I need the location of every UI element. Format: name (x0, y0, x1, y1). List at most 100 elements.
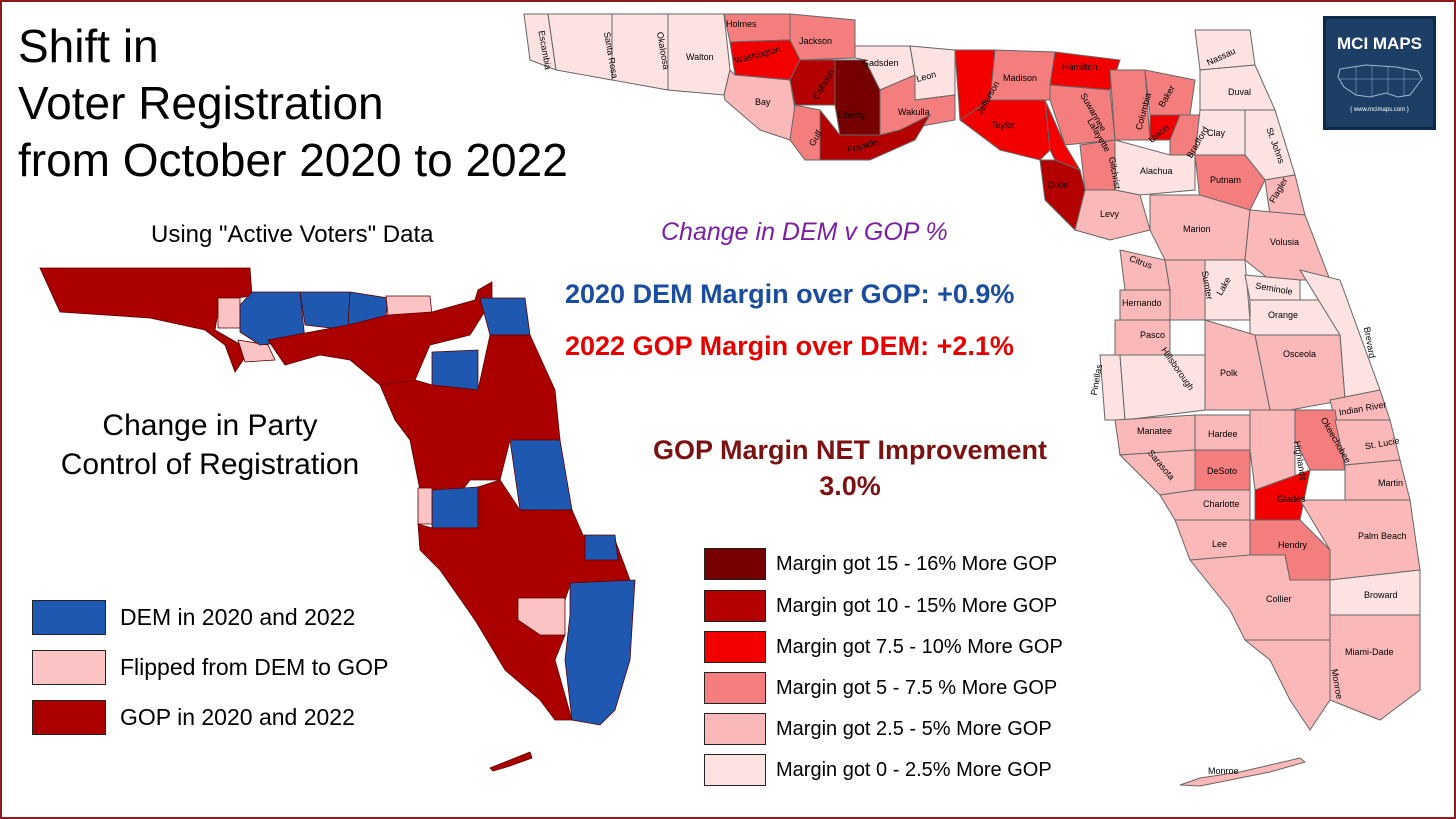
county-label: Charlotte (1203, 499, 1240, 509)
legend-swatch (704, 713, 766, 745)
county-label: Taylor (991, 120, 1015, 130)
county-label: Marion (1183, 224, 1211, 234)
net-improvement-value: 3.0% (819, 471, 881, 501)
small-map-title-line: Control of Registration (60, 448, 360, 481)
county-label: Hamilton (1062, 62, 1098, 72)
county-label: Hendry (1278, 540, 1308, 550)
county-suwannee (1049, 84, 1116, 146)
small-map-title-line: Change in Party (102, 409, 318, 442)
legend-label: GOP in 2020 and 2022 (120, 703, 355, 730)
county-label: Holmes (726, 19, 757, 29)
county-label: Alachua (1140, 166, 1173, 176)
title-line: Shift in (18, 20, 159, 72)
legend-swatch (704, 672, 766, 704)
county-label: Martin (1378, 478, 1403, 488)
shift-legend-item: Margin got 2.5 - 5% More GOP (704, 712, 1052, 746)
county-label: Osceola (1283, 349, 1316, 359)
shift-legend-item: Margin got 15 - 16% More GOP (704, 547, 1057, 581)
shift-legend-item: Margin got 5 - 7.5 % More GOP (704, 671, 1057, 705)
county-monroe (1243, 639, 1331, 731)
main-title: Shift in Voter Registration from October… (18, 18, 568, 189)
region-gop-keys (489, 751, 533, 772)
county-label: Jackson (799, 36, 832, 46)
gop-margin-2022: 2022 GOP Margin over DEM: +2.1% (565, 331, 1014, 361)
small-map-title: Change in Party Control of Registration (40, 406, 380, 484)
legend-label: Margin got 0 - 2.5% More GOP (776, 758, 1052, 781)
county-sumter (1164, 259, 1206, 321)
shift-legend-item: Margin got 0 - 2.5% More GOP (704, 753, 1052, 787)
county-label: Orange (1268, 310, 1298, 320)
county-label: Dixie (1048, 180, 1068, 190)
county-okeechobee (1294, 409, 1346, 471)
county-label: Putnam (1210, 175, 1241, 185)
region-panhandle-west (39, 267, 253, 373)
party-legend-item: GOP in 2020 and 2022 (32, 699, 355, 735)
county-label: Sumter (1200, 270, 1215, 300)
county-calhoun (789, 59, 836, 106)
legend-label: Flipped from DEM to GOP (120, 653, 389, 680)
county-monroe-keys (1179, 757, 1307, 787)
county-label: DeSoto (1207, 466, 1237, 476)
region-dem-st-lucie (584, 534, 619, 561)
legend-label: Margin got 2.5 - 5% More GOP (776, 717, 1052, 740)
subtitle: Using "Active Voters" Data (151, 221, 434, 248)
region-flip-walton (217, 297, 241, 329)
usa-map-icon (1337, 64, 1423, 98)
county-label: Manatee (1137, 426, 1172, 436)
region-flip-glades (517, 597, 566, 636)
large-map-county-labels: Escambia Santa Rosa Okaloosa Walton Holm… (536, 19, 1406, 776)
county-label: Palm Beach (1358, 531, 1407, 541)
county-label: Polk (1220, 368, 1238, 378)
title-line: from October 2020 to 2022 (18, 134, 568, 186)
legend-label: Margin got 10 - 15% More GOP (776, 594, 1058, 617)
party-legend-item: Flipped from DEM to GOP (32, 649, 389, 685)
mci-maps-logo: MCI MAPS { www.mcimaps.com } (1323, 16, 1436, 130)
county-label: Madison (1003, 73, 1037, 83)
legend-label: Margin got 15 - 16% More GOP (776, 552, 1058, 575)
legend-label: Margin got 7.5 - 10% More GOP (776, 635, 1063, 658)
county-label: Hernando (1122, 298, 1162, 308)
legend-swatch (32, 599, 106, 635)
party-legend-item: DEM in 2020 and 2022 (32, 599, 356, 635)
legend-swatch (704, 631, 766, 663)
logo-title: MCI MAPS (1337, 34, 1422, 53)
region-dem-leon (299, 291, 351, 331)
region-dem-duval (479, 297, 531, 336)
legend-label: DEM in 2020 and 2022 (120, 603, 356, 630)
county-label: Monroe (1208, 766, 1239, 776)
county-label: Clay (1207, 128, 1226, 138)
net-improvement-title: GOP Margin NET Improvement (652, 435, 1048, 465)
large-florida-map (523, 13, 1421, 787)
net-improvement: GOP Margin NET Improvement 3.0% (600, 432, 1100, 504)
region-gop-bigbend (267, 281, 493, 401)
county-label: Wakulla (898, 107, 930, 117)
region-dem-hillsborough (431, 486, 479, 529)
legend-swatch (32, 699, 106, 735)
region-dem-alachua (431, 349, 479, 391)
county-label: Glades (1277, 494, 1306, 504)
legend-swatch (32, 649, 106, 685)
legend-swatch (704, 590, 766, 622)
county-label: Pasco (1140, 330, 1165, 340)
county-osceola (1254, 334, 1346, 411)
county-label: Volusia (1270, 237, 1299, 247)
county-putnam (1194, 154, 1266, 211)
shift-legend-item: Margin got 10 - 15% More GOP (704, 589, 1057, 623)
dem-margin-2020: 2020 DEM Margin over GOP: +0.9% (565, 279, 1015, 309)
shift-legend-item: Margin got 7.5 - 10% More GOP (704, 630, 1063, 664)
region-dem-orange (509, 439, 573, 511)
county-charlotte (1159, 489, 1251, 521)
county-label: Miami-Dade (1345, 647, 1394, 657)
region-dem-southeast (564, 579, 636, 726)
county-label: Broward (1364, 590, 1398, 600)
county-label: Lee (1212, 539, 1227, 549)
county-label: Collier (1266, 594, 1292, 604)
title-line: Voter Registration (18, 77, 384, 129)
county-label: Duval (1228, 87, 1251, 97)
county-label: Levy (1100, 209, 1120, 219)
county-franklin (819, 108, 932, 161)
county-label: Liberty (838, 110, 866, 120)
change-label: Change in DEM v GOP % (661, 218, 948, 246)
